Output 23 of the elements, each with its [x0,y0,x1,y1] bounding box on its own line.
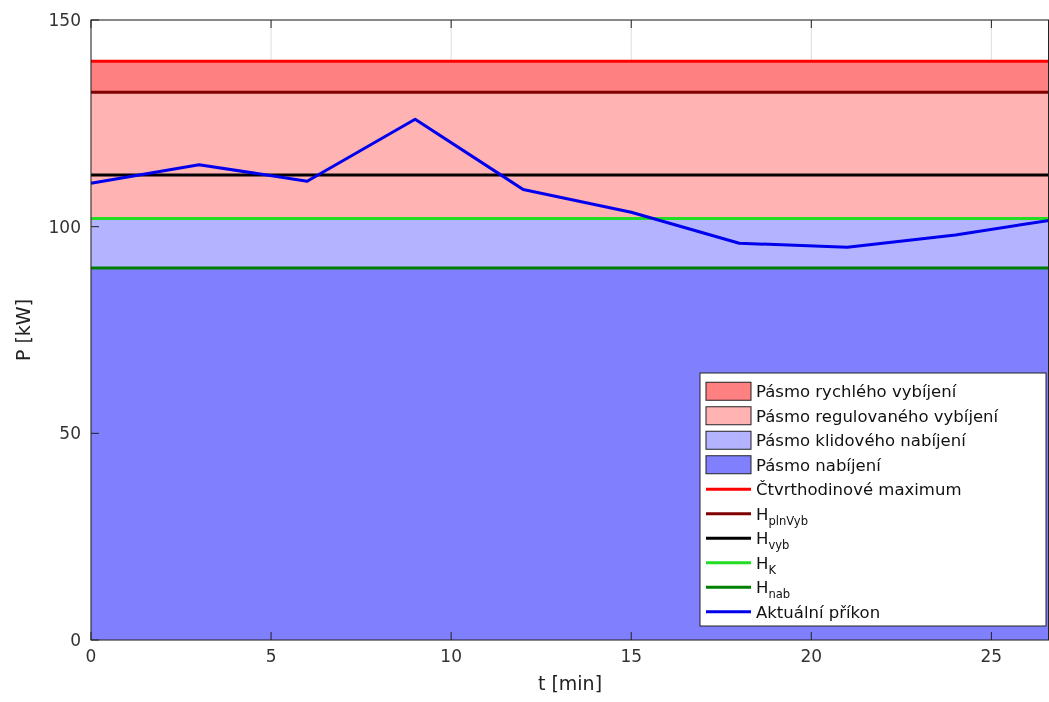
y-tick-label: 50 [59,423,81,444]
y-tick-label: 100 [48,216,81,237]
band-label: Pásmo nabíjení [756,455,883,475]
y-axis-title: P [kW] [12,298,34,362]
x-tick-label: 20 [800,646,823,666]
legend-label: H$_{vyb}$ [756,529,790,553]
x-axis-title: t [min] [537,672,603,694]
legend-label: Pásmo rychlého vybíjení [756,382,958,402]
legend-label: Čtvrthodinové maximum [756,480,962,500]
y-tick-label: 0 [70,630,81,650]
x-tick-label: 10 [440,646,462,666]
legend-label: H$_{plnVyb}$ [756,504,809,528]
x-tick-label: 0 [85,646,97,666]
legend-label: Aktuální příkon [756,602,881,622]
legend-label: Pásmo klidového nabíjení [756,431,968,451]
x-tick-label: 15 [620,646,643,666]
x-tick-label: 25 [980,646,1003,666]
legend-label: Pásmo regulovaného vybíjení [756,406,1000,426]
x-tick-label: 5 [265,646,277,666]
y-tick-label: 150 [48,10,81,30]
line-series [89,117,1049,249]
legend-label: H$_{K}$ [756,553,777,577]
legend-label: H$_{nab}$ [756,578,791,602]
